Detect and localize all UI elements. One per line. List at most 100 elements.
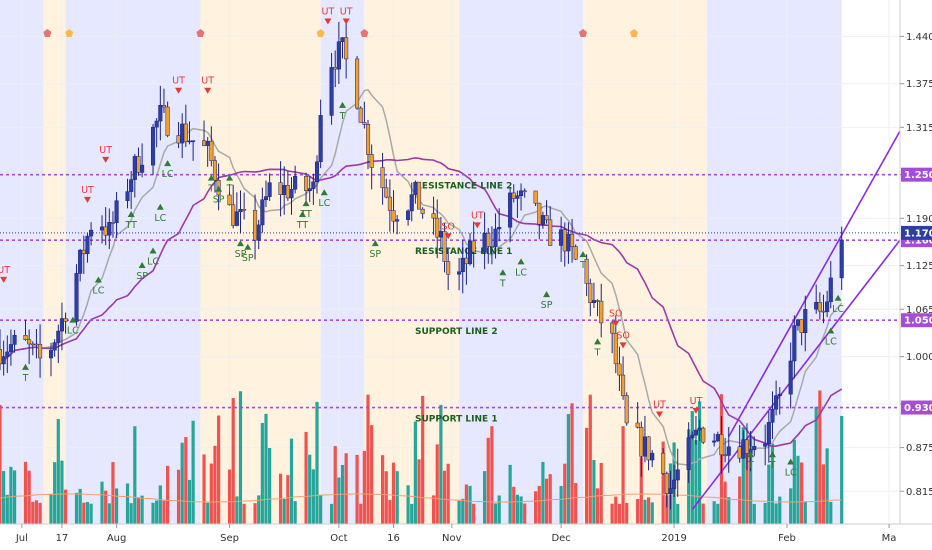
bear-signal-marker <box>0 276 8 283</box>
volume-bar <box>359 503 363 524</box>
candle-body <box>744 439 750 454</box>
volume-bar <box>158 485 162 524</box>
time-tick-label: Sep <box>220 533 239 544</box>
volume-bar <box>461 498 465 524</box>
volume-bar <box>293 501 297 524</box>
volume-bar <box>333 446 337 524</box>
bear-signal-marker <box>102 156 110 163</box>
candle-body <box>103 226 108 236</box>
candle-body <box>278 182 283 195</box>
candle-body <box>282 185 287 195</box>
volume-bar <box>34 500 39 524</box>
volume-bar <box>585 427 589 524</box>
volume-bar <box>125 483 130 524</box>
last-price-label-text: 1.170 <box>904 228 932 239</box>
bull-signal-marker <box>69 316 77 323</box>
volume-bar <box>111 462 115 524</box>
annotation-label: SP <box>369 249 381 260</box>
candle-body <box>158 104 163 122</box>
candle-body <box>140 164 145 173</box>
time-tick-label: Nov <box>442 533 462 544</box>
candle-body <box>52 342 57 351</box>
bear-signal-marker <box>612 320 620 327</box>
time-axis[interactable]: Jul 17 Aug Sep Oct 16 Nov Dec 2019 Feb Ma <box>15 524 897 544</box>
level-price-label-3-text: 0.930 <box>904 403 932 414</box>
annotation-label: T <box>594 347 601 358</box>
annotation-label: T <box>769 460 776 471</box>
candle-body <box>89 229 94 237</box>
annotation-label: LC <box>832 304 844 315</box>
candle-body <box>668 488 673 494</box>
annotation-label: T <box>499 278 506 289</box>
candle-body <box>770 408 775 423</box>
candle-body <box>81 249 86 255</box>
volume-bar <box>595 488 600 524</box>
candle-body <box>176 135 181 144</box>
bull-signal-marker <box>236 240 244 247</box>
volume-bar <box>694 440 698 524</box>
volume-bar <box>738 476 742 524</box>
volume-bar <box>625 502 629 524</box>
bull-signal-marker <box>543 291 551 298</box>
candle-body <box>624 395 629 424</box>
bear-signal-marker <box>444 233 452 240</box>
annotation-label: LC <box>785 468 797 479</box>
bear-signal-marker <box>473 222 481 229</box>
volume-bar <box>63 489 68 524</box>
candle-body <box>489 246 494 248</box>
channel-upper-line <box>728 130 901 438</box>
volume-bar <box>472 503 476 524</box>
candle-body <box>238 209 243 213</box>
volume-bar <box>242 503 246 524</box>
time-tick-label: 17 <box>56 533 69 544</box>
volume-bar <box>548 474 552 524</box>
candle-body <box>508 192 513 228</box>
volume-bar <box>559 485 563 524</box>
annotation-label: LC <box>825 337 837 348</box>
price-axis-panel <box>900 0 932 524</box>
trend-channel <box>691 130 901 510</box>
candle-body <box>646 436 651 461</box>
annotation-label: LC <box>154 213 166 224</box>
candle-body <box>690 434 695 439</box>
candle-body <box>183 123 188 142</box>
volume-bar <box>82 502 86 524</box>
bull-signal-marker <box>371 240 379 247</box>
volume-bar <box>617 503 622 524</box>
candle-body <box>617 363 622 376</box>
candle-body <box>467 240 473 265</box>
candle-body <box>511 192 516 199</box>
time-tick-label: Jul <box>15 533 28 544</box>
candle-body <box>110 222 116 224</box>
time-tick-label: Feb <box>778 533 796 544</box>
bull-signal-marker <box>320 189 328 196</box>
candle-body <box>358 107 363 123</box>
level-price-label-2-text: 1.050 <box>904 316 932 327</box>
candle-body <box>519 190 524 196</box>
candle-body <box>446 261 451 275</box>
candle-body <box>154 120 159 128</box>
volume-bar <box>53 462 57 524</box>
candle-body <box>828 277 833 303</box>
volume-bar <box>213 445 217 524</box>
volume-bar <box>829 501 833 524</box>
volume-bar <box>592 459 596 524</box>
candle-body <box>675 469 680 481</box>
top-marker <box>578 29 587 37</box>
volume-bar <box>464 484 468 524</box>
bull-signal-marker <box>138 262 146 268</box>
volume-bar <box>410 503 414 524</box>
candle-body <box>362 122 367 125</box>
volume-bar <box>749 435 753 524</box>
candle-body <box>409 194 414 212</box>
volume-bar <box>752 503 756 524</box>
candle-body <box>442 231 447 262</box>
candle-body <box>406 210 411 220</box>
candle-body <box>285 185 290 199</box>
volume-bar <box>665 495 669 524</box>
candle-body <box>533 190 538 204</box>
candle-body <box>723 454 728 457</box>
annotation-label: TT <box>124 220 137 231</box>
volume-bar <box>497 495 501 524</box>
